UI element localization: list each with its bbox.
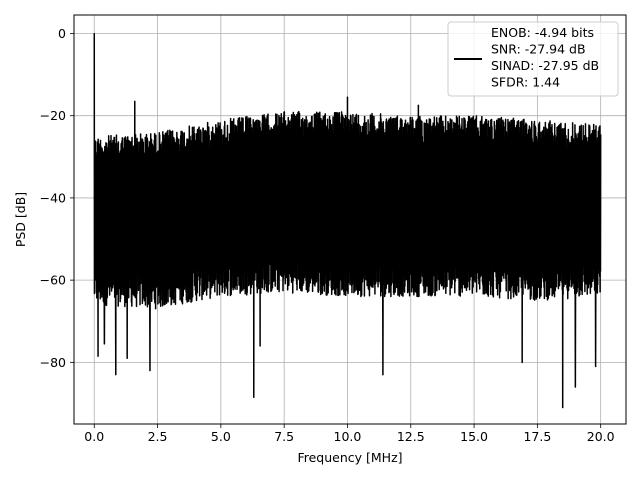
- x-tick-label: 7.5: [274, 429, 294, 444]
- x-axis-label: Frequency [MHz]: [297, 450, 402, 465]
- psd-series: [93, 32, 602, 409]
- x-tick-label: 5.0: [211, 429, 231, 444]
- psd-peak-point: [417, 104, 419, 107]
- x-tick-label: 17.5: [523, 429, 551, 444]
- y-tick-label: −40: [40, 190, 66, 205]
- x-tick-label: 20.0: [587, 429, 615, 444]
- legend-entry-sinad: SINAD: -27.95 dB: [491, 58, 599, 73]
- psd-dip-point: [574, 386, 576, 388]
- legend-entry-sfdr: SFDR: 1.44: [491, 75, 560, 90]
- psd-dip-point: [115, 374, 117, 376]
- x-tick-label: 10.0: [334, 429, 362, 444]
- x-tick-label: 15.0: [460, 429, 488, 444]
- x-axis-ticks: 0.0 2.5 5.0 7.5 10.0 12.5 15.0 17.5 20.0: [84, 424, 615, 444]
- x-tick-label: 0.0: [84, 429, 104, 444]
- psd-dip-point: [521, 361, 523, 363]
- y-axis-label: PSD [dB]: [13, 192, 28, 247]
- psd-peak-point: [93, 32, 95, 35]
- psd-dip-point: [149, 369, 151, 372]
- y-tick-label: −60: [40, 273, 66, 288]
- psd-dip-point: [382, 374, 384, 376]
- legend-box: [447, 21, 619, 97]
- axes-frame: [73, 14, 627, 425]
- psd-peak-point: [346, 96, 349, 98]
- psd-dip-point: [595, 365, 597, 368]
- psd-dip-point: [562, 406, 564, 409]
- x-tick-label: 2.5: [148, 429, 168, 444]
- psd-dip-point: [97, 355, 99, 357]
- legend: ENOB: -4.94 bits SNR: -27.94 dB SINAD: -…: [447, 21, 619, 97]
- y-tick-label: −80: [40, 355, 66, 370]
- psd-dip-point: [126, 357, 128, 359]
- psd-dip-point: [103, 343, 105, 345]
- psd-dip-point: [259, 345, 261, 347]
- y-axis-ticks: 0 −20 −40 −60 −80: [40, 26, 74, 370]
- y-tick-label: −20: [40, 108, 66, 123]
- y-tick-label: 0: [58, 26, 66, 41]
- legend-entry-enob: ENOB: -4.94 bits: [491, 25, 594, 40]
- x-tick-label: 12.5: [397, 429, 425, 444]
- psd-dip-point: [253, 396, 255, 398]
- psd-peak-point: [134, 100, 136, 102]
- legend-entry-snr: SNR: -27.94 dB: [491, 42, 586, 57]
